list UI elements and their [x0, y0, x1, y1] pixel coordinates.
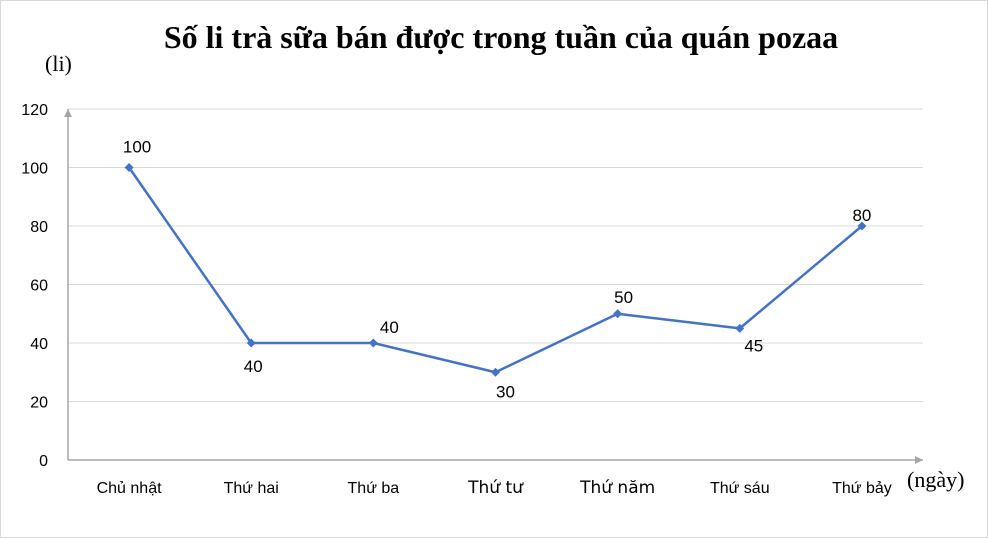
data-point-marker	[491, 367, 500, 377]
data-point-marker	[735, 323, 745, 333]
data-label: 45	[744, 336, 763, 355]
data-point-marker	[857, 221, 867, 231]
x-axis-unit-label: (ngày)	[907, 467, 965, 492]
x-tick-label: Thứ hai	[224, 480, 279, 497]
x-tick-label: Thứ bảy	[832, 480, 892, 497]
data-point-marker	[613, 309, 623, 319]
data-point-marker	[368, 338, 378, 348]
y-axis-unit-label: (li)	[45, 51, 72, 76]
y-tick-label: 80	[30, 219, 48, 236]
y-tick-label: 60	[30, 278, 48, 295]
chart-title: Số li trà sữa bán được trong tuần của qu…	[163, 19, 839, 55]
x-axis-arrow	[915, 456, 923, 464]
y-tick-label: 120	[21, 102, 48, 119]
x-tick-label: Thứ năm	[579, 478, 655, 498]
y-tick-label: 20	[30, 395, 48, 412]
data-point-marker	[124, 163, 134, 172]
y-axis-arrow	[64, 109, 72, 117]
data-label: 100	[123, 138, 151, 157]
y-tick-label: 40	[30, 336, 48, 353]
x-tick-label: Thứ tư	[467, 478, 524, 498]
y-tick-label: 0	[39, 453, 48, 470]
x-tick-label: Thứ ba	[348, 480, 400, 497]
data-label: 40	[380, 318, 399, 337]
y-tick-label: 100	[21, 161, 48, 178]
data-label: 40	[244, 357, 263, 376]
data-label: 30	[496, 382, 515, 401]
x-tick-label: Chủ nhật	[97, 480, 162, 497]
data-label: 50	[614, 288, 633, 307]
data-label: 80	[852, 206, 871, 225]
data-point-marker	[246, 338, 256, 348]
x-tick-label: Thứ sáu	[710, 480, 770, 497]
